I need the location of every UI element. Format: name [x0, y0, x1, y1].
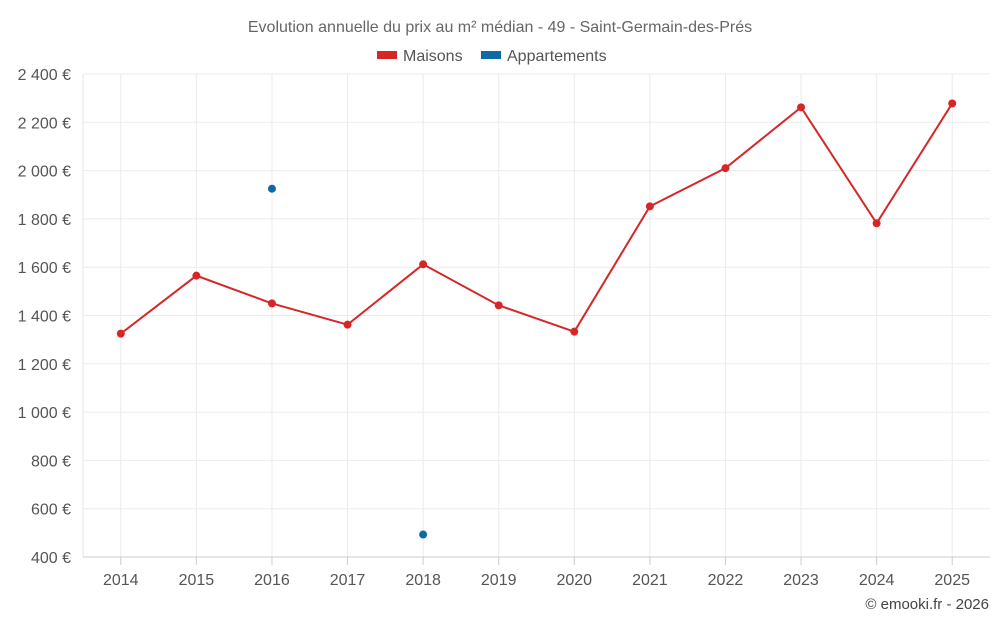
credit-text: © emooki.fr - 2026 — [865, 596, 989, 613]
legend-item-appartements[interactable]: Appartements — [481, 48, 607, 65]
y-tick-label: 1 600 € — [18, 260, 71, 277]
x-tick-label: 2014 — [103, 572, 139, 589]
data-point-maisons[interactable] — [797, 103, 806, 112]
legend-swatch-maisons — [377, 51, 397, 59]
data-point-appartements[interactable] — [419, 530, 428, 539]
series-line-maisons — [120, 102, 954, 335]
data-point-maisons[interactable] — [948, 99, 957, 108]
legend: Maisons Appartements — [377, 48, 607, 65]
y-tick-label: 2 000 € — [18, 164, 71, 181]
series — [116, 99, 957, 539]
y-tick-label: 1 400 € — [18, 309, 71, 326]
data-point-maisons[interactable] — [494, 301, 503, 310]
y-tick-label: 2 400 € — [18, 67, 71, 84]
data-point-appartements[interactable] — [267, 184, 276, 193]
y-tick-label: 1 200 € — [18, 357, 71, 374]
x-tick-label: 2016 — [254, 572, 290, 589]
data-point-maisons[interactable] — [419, 260, 428, 269]
x-tick-label: 2020 — [556, 572, 592, 589]
x-tick-label: 2025 — [934, 572, 970, 589]
y-tick-label: 400 € — [31, 550, 71, 567]
x-tick-label: 2018 — [405, 572, 441, 589]
y-tick-label: 1 800 € — [18, 212, 71, 229]
data-point-maisons[interactable] — [721, 164, 730, 173]
x-tick-label: 2015 — [179, 572, 215, 589]
data-point-maisons[interactable] — [872, 219, 881, 228]
legend-label-maisons: Maisons — [403, 48, 463, 65]
x-tick-label: 2023 — [783, 572, 819, 589]
chart-title: Evolution annuelle du prix au m² médian … — [248, 19, 752, 36]
y-tick-label: 2 200 € — [18, 115, 71, 132]
x-tick-label: 2021 — [632, 572, 668, 589]
x-tick-label: 2017 — [330, 572, 366, 589]
x-tick-label: 2024 — [859, 572, 895, 589]
data-point-maisons[interactable] — [645, 202, 654, 211]
data-point-maisons[interactable] — [343, 320, 352, 329]
legend-label-appartements: Appartements — [507, 48, 607, 65]
y-tick-label: 800 € — [31, 453, 71, 470]
y-tick-label: 600 € — [31, 502, 71, 519]
y-axis: 400 € 600 € 800 € 1 000 € 1 200 € 1 400 € 1 60… — [18, 67, 84, 567]
x-tick-label: 2022 — [708, 572, 744, 589]
x-tick-label: 2019 — [481, 572, 517, 589]
data-point-maisons[interactable] — [570, 327, 579, 336]
data-point-maisons[interactable] — [116, 329, 125, 338]
grid — [83, 73, 990, 558]
y-tick-label: 1 000 € — [18, 405, 71, 422]
data-point-maisons[interactable] — [192, 271, 201, 280]
legend-swatch-appartements — [481, 51, 501, 59]
x-axis: 2014 2015 2016 2017 2018 2019 2020 2021 2022 2023… — [83, 556, 990, 589]
legend-item-maisons[interactable]: Maisons — [377, 48, 463, 65]
data-point-maisons[interactable] — [267, 299, 276, 308]
